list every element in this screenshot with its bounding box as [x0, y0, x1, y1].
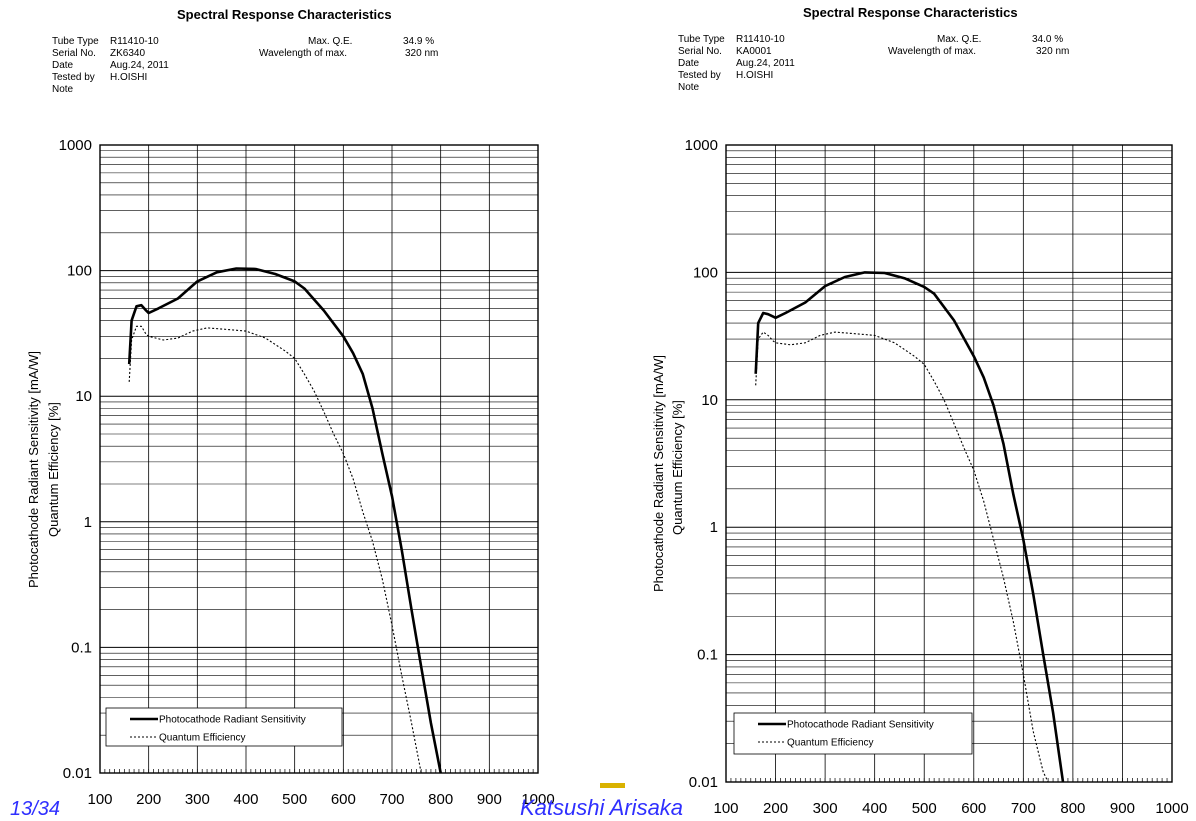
- spectral-chart: 100 200 300 400 500 600 700 800 900 1000 0.01 0.1 1 1…: [685, 137, 1189, 817]
- meta-tester-label: Tested by: [52, 72, 95, 83]
- series-radiant-sensitivity: [127, 267, 442, 774]
- spectral-chart: 100 200 300 400 500 600 700 800 900 1000 0.01 0.1 1 1…: [59, 137, 555, 808]
- left-panel: Spectral Response Characteristics Tube T…: [26, 7, 555, 808]
- y-tick-label: 10: [75, 388, 92, 405]
- y-tick-label: 100: [693, 264, 718, 281]
- maxqe-label: Max. Q.E.: [937, 34, 982, 45]
- x-tick-label: 700: [379, 791, 404, 808]
- meta-date-label: Date: [52, 60, 74, 71]
- x-tick-label: 300: [185, 791, 210, 808]
- x-tick-label: 100: [713, 800, 738, 817]
- x-tick-label: 800: [428, 791, 453, 808]
- y-tick-label: 0.01: [689, 774, 718, 791]
- y-tick-label: 1: [710, 519, 718, 536]
- x-tick-label: 400: [862, 800, 887, 817]
- x-tick-label: 400: [233, 791, 258, 808]
- y-axis-label-sensitivity: Photocathode Radiant Sensitivity [mA/W]: [651, 354, 666, 592]
- x-tick-label: 500: [282, 791, 307, 808]
- meta-date-value: Aug.24, 2011: [736, 58, 795, 69]
- x-tick-label: 500: [912, 800, 937, 817]
- slide-accent-bar: [600, 783, 625, 788]
- y-tick-label: 0.01: [63, 765, 92, 782]
- y-tick-label: 1: [84, 514, 92, 531]
- x-tick-label: 200: [136, 791, 161, 808]
- x-tick-label: 600: [961, 800, 986, 817]
- meta-serial-label: Serial No.: [52, 48, 96, 59]
- meta-tube-type-value: R11410-10: [110, 36, 159, 47]
- y-tick-label: 100: [67, 263, 92, 280]
- y-axis-label-qe: Quantum Efficiency [%]: [46, 402, 61, 537]
- plot-frame: [99, 144, 539, 774]
- chart-title: Spectral Response Characteristics: [803, 5, 1018, 20]
- page-number: 13/34: [10, 798, 61, 820]
- maxqe-value: 34.0 %: [1032, 34, 1064, 45]
- meta-serial-label: Serial No.: [678, 46, 722, 57]
- x-tick-label: 1000: [521, 791, 554, 808]
- wavelength-label: Wavelength of max.: [259, 48, 348, 59]
- right-panel: Spectral Response Characteristics Tube T…: [626, 0, 1196, 819]
- meta-note-label: Note: [678, 82, 700, 93]
- x-tick-label: 900: [1110, 800, 1135, 817]
- wavelength-label: Wavelength of max.: [888, 46, 977, 57]
- maxqe-value: 34.9 %: [403, 36, 435, 47]
- x-tick-label: 200: [763, 800, 788, 817]
- y-tick-label: 1000: [59, 137, 92, 154]
- meta-tester-value: H.OISHI: [110, 72, 148, 83]
- series-radiant-sensitivity: [754, 271, 1065, 783]
- chart-title: Spectral Response Characteristics: [177, 7, 392, 22]
- y-tick-label: 1000: [685, 137, 718, 154]
- x-tick-label: 100: [87, 791, 112, 808]
- y-axis-label-sensitivity: Photocathode Radiant Sensitivity [mA/W]: [26, 350, 41, 588]
- plot-frame: [725, 144, 1173, 783]
- wavelength-value: 320 nm: [1036, 46, 1070, 57]
- y-tick-label: 0.1: [697, 647, 718, 664]
- wavelength-value: 320 nm: [405, 48, 439, 59]
- legend-label: Quantum Efficiency: [787, 738, 874, 749]
- meta-tube-type-label: Tube Type: [678, 34, 725, 45]
- legend-box: [733, 712, 973, 755]
- meta-tester-value: H.OISHI: [736, 70, 774, 81]
- x-tick-label: 800: [1060, 800, 1085, 817]
- x-tick-label: 900: [477, 791, 502, 808]
- x-tick-label: 300: [813, 800, 838, 817]
- meta-date-label: Date: [678, 58, 700, 69]
- y-axis-label-qe: Quantum Efficiency [%]: [670, 400, 685, 535]
- meta-tester-label: Tested by: [678, 70, 721, 81]
- meta-serial-value: ZK6340: [110, 48, 146, 59]
- meta-serial-value: KA0001: [736, 46, 772, 57]
- meta-date-value: Aug.24, 2011: [110, 60, 169, 71]
- meta-tube-type-value: R11410-10: [736, 34, 785, 45]
- series-quantum-efficiency: [128, 325, 422, 774]
- y-tick-label: 10: [701, 392, 718, 409]
- legend-box: [105, 707, 343, 747]
- meta-note-label: Note: [52, 84, 74, 95]
- x-tick-label: 600: [331, 791, 356, 808]
- y-tick-label: 0.1: [71, 639, 92, 656]
- maxqe-label: Max. Q.E.: [308, 36, 353, 47]
- author-name: Katsushi Arisaka: [520, 795, 684, 820]
- series-quantum-efficiency: [755, 331, 1049, 783]
- x-tick-label: 1000: [1155, 800, 1188, 817]
- legend-label: Photocathode Radiant Sensitivity: [787, 720, 934, 731]
- x-tick-label: 700: [1011, 800, 1036, 817]
- meta-tube-type-label: Tube Type: [52, 36, 99, 47]
- legend-label: Photocathode Radiant Sensitivity: [159, 715, 306, 726]
- legend-label: Quantum Efficiency: [159, 733, 246, 744]
